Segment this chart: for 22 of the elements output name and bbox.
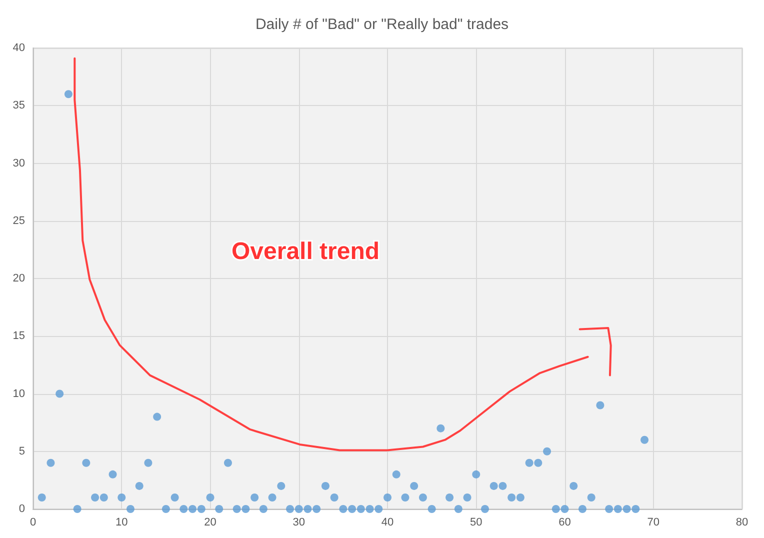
x-tick-label: 0	[30, 516, 36, 528]
y-tick-label: 0	[18, 503, 25, 515]
x-tick-label: 30	[292, 516, 305, 528]
x-tick-label: 70	[647, 516, 660, 528]
x-tick-label: 10	[116, 516, 128, 528]
annotation: Overall trend	[232, 238, 380, 265]
chart-title: Daily # of "Bad" or "Really bad" trades	[255, 16, 509, 33]
y-tick-label: 5	[18, 445, 25, 458]
y-tick-label: 25	[12, 214, 25, 227]
x-tick-label: 60	[558, 516, 571, 528]
line-series	[578, 327, 612, 376]
y-tick-label: 40	[12, 42, 25, 54]
y-tick-label: 30	[12, 157, 25, 170]
y-tick-label: 15	[12, 330, 25, 342]
x-tick-label: 50	[470, 516, 482, 528]
y-tick-label: 10	[12, 388, 25, 400]
line-series	[74, 57, 589, 452]
y-tick-label: 35	[12, 100, 25, 112]
x-tick-label: 20	[204, 516, 216, 528]
x-tick-label: 80	[736, 516, 748, 528]
x-tick-label: 40	[381, 516, 394, 528]
y-tick-label: 20	[12, 272, 25, 284]
